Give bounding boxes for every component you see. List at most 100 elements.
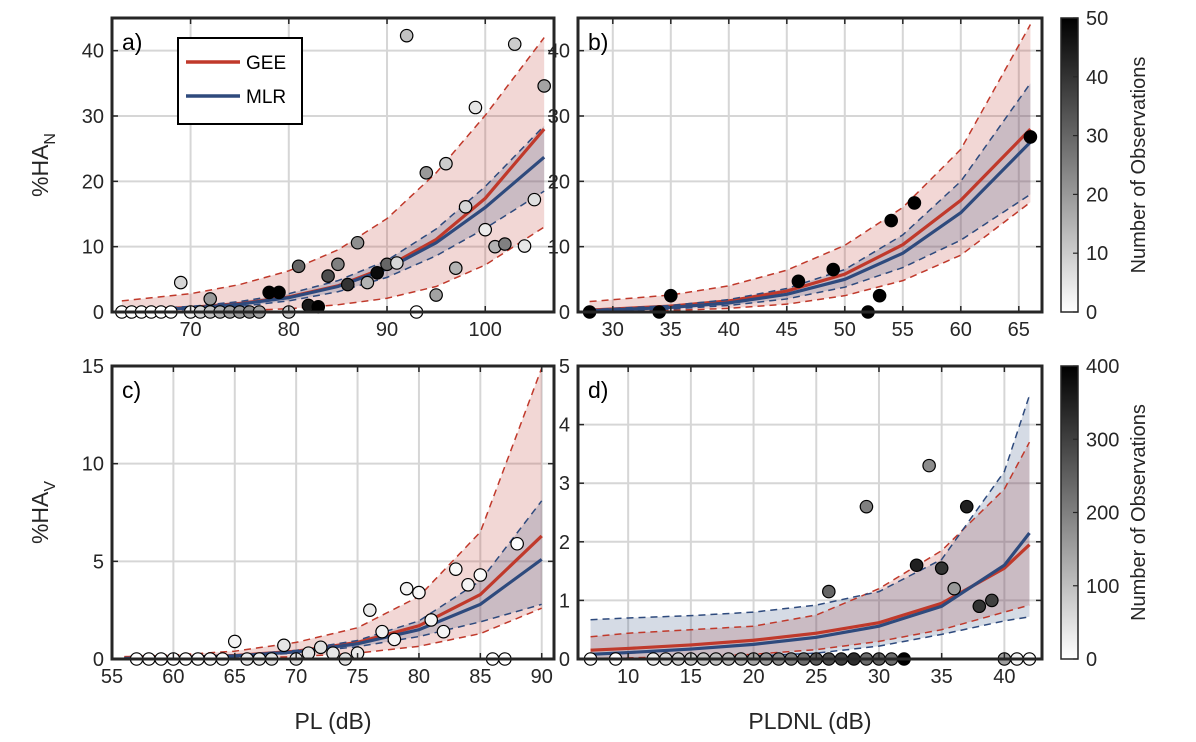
x-tick-label: 100 (469, 319, 502, 341)
y-axis-label: %HAN (27, 133, 59, 197)
panel-label: d) (588, 377, 608, 403)
x-tick-label: 55 (101, 666, 123, 688)
x-tick-label: 35 (660, 319, 682, 341)
x-tick-label: 80 (408, 666, 430, 688)
x-tick-label: 10 (617, 666, 639, 688)
data-point (972, 599, 987, 614)
data-point (922, 458, 936, 473)
x-tick-label: 70 (285, 666, 307, 688)
data-point (399, 581, 414, 596)
x-tick-label: 90 (531, 666, 553, 688)
y-tick-label: 10 (548, 237, 570, 259)
legend-label-gee: GEE (246, 53, 286, 74)
series-line-mlr-lower (124, 603, 542, 659)
colorbar: 0 10 20 30 40 50 Number of Observations (1060, 8, 1150, 324)
panel-b: 30 35 40 45 50 55 60 65 0 10 20 30 40 b) (548, 16, 1044, 341)
colorbar-tick-label: 400 (1086, 356, 1119, 378)
x-tick-label: 60 (950, 319, 972, 341)
axes-frame (110, 16, 556, 314)
data-point (350, 235, 365, 250)
data-point (791, 274, 806, 289)
data-point (424, 613, 439, 627)
x-tick-label: 70 (179, 319, 201, 341)
panel-label: b) (588, 29, 608, 55)
data-point (340, 277, 355, 292)
panel-label: c) (122, 377, 141, 403)
y-tick-label: 5 (93, 551, 104, 573)
y-axis-label: %HAV (27, 481, 59, 544)
series-line-mlr (589, 141, 1032, 312)
x-tick-label: 50 (834, 319, 856, 341)
y-tick-label: 0 (559, 649, 570, 671)
data-point (313, 640, 328, 655)
data-point (448, 261, 463, 276)
x-tick-label: 60 (162, 666, 184, 688)
ci-band-gee (590, 442, 1030, 659)
x-tick-label: 45 (776, 319, 798, 341)
data-point (375, 624, 389, 639)
data-point (370, 265, 384, 280)
colorbar-tick-label: 0 (1086, 302, 1097, 324)
colorbar-label: Number of Observations (1128, 57, 1150, 274)
y-tick-label: 30 (548, 106, 570, 128)
colorbar-tick-label: 50 (1086, 8, 1108, 30)
data-point (872, 288, 887, 303)
series-line-mlr-upper (590, 395, 1031, 621)
data-point (363, 603, 377, 617)
data-point (468, 100, 483, 115)
data-point (934, 561, 949, 575)
y-axis-label-main: %HA (27, 491, 53, 544)
data-point (517, 239, 532, 253)
data-point (412, 585, 426, 600)
axes-frame (110, 364, 556, 661)
colorbar-tick-label: 30 (1086, 126, 1108, 148)
axes-frame (576, 364, 1044, 661)
y-axis-label-sub: V (42, 481, 59, 492)
data-point (498, 237, 512, 251)
y-tick-label: 4 (559, 415, 570, 437)
data-point (826, 262, 840, 277)
y-tick-label: 40 (82, 41, 104, 63)
colorbar-tick-label: 200 (1086, 503, 1119, 525)
panel-d: 10 15 20 25 30 35 40 0 1 2 3 4 5 d) PLDNL (dB) (559, 356, 1044, 734)
data-point (663, 288, 678, 303)
series-line-gee-lower (590, 604, 1030, 659)
colorbar-tick-label: 100 (1086, 576, 1119, 598)
series-line-mlr (590, 532, 1031, 656)
data-point (947, 581, 962, 596)
data-point (985, 593, 999, 608)
y-axis-label-main: %HA (27, 144, 53, 197)
legend-label-mlr: MLR (246, 87, 286, 108)
x-tick-label: 85 (469, 666, 491, 688)
colorbar-scale (1060, 17, 1079, 313)
colorbar-label: Number of Observations (1128, 404, 1150, 621)
y-tick-label: 0 (93, 302, 104, 324)
panel-a: 70 80 90 100 0 10 20 30 40 a) %HAN GEE MLR (27, 16, 556, 341)
data-point (387, 632, 402, 647)
data-point (436, 624, 451, 639)
data-point (419, 166, 434, 180)
series-line-gee-upper (124, 367, 543, 658)
data-point (458, 200, 473, 214)
x-tick-label: 25 (805, 666, 827, 688)
y-tick-label: 30 (82, 106, 104, 128)
data-point (473, 568, 488, 582)
data-point (439, 156, 453, 171)
x-tick-label: 65 (224, 666, 246, 688)
y-tick-label: 3 (559, 473, 570, 495)
data-point (360, 275, 375, 290)
colorbar-tick-label: 20 (1086, 184, 1108, 206)
y-tick-label: 40 (548, 41, 570, 63)
data-point (272, 285, 286, 300)
data-point (959, 499, 974, 514)
x-tick-label: 90 (376, 319, 398, 341)
colorbar-tick-label: 10 (1086, 243, 1108, 265)
axes-frame (576, 16, 1044, 314)
colorbar: 0 100 200 300 400 Number of Observations (1060, 356, 1150, 671)
data-point (331, 257, 345, 272)
x-axis-label: PLDNL (dB) (748, 708, 871, 734)
x-tick-label: 30 (868, 666, 890, 688)
data-point (429, 288, 443, 302)
data-point (203, 292, 218, 306)
